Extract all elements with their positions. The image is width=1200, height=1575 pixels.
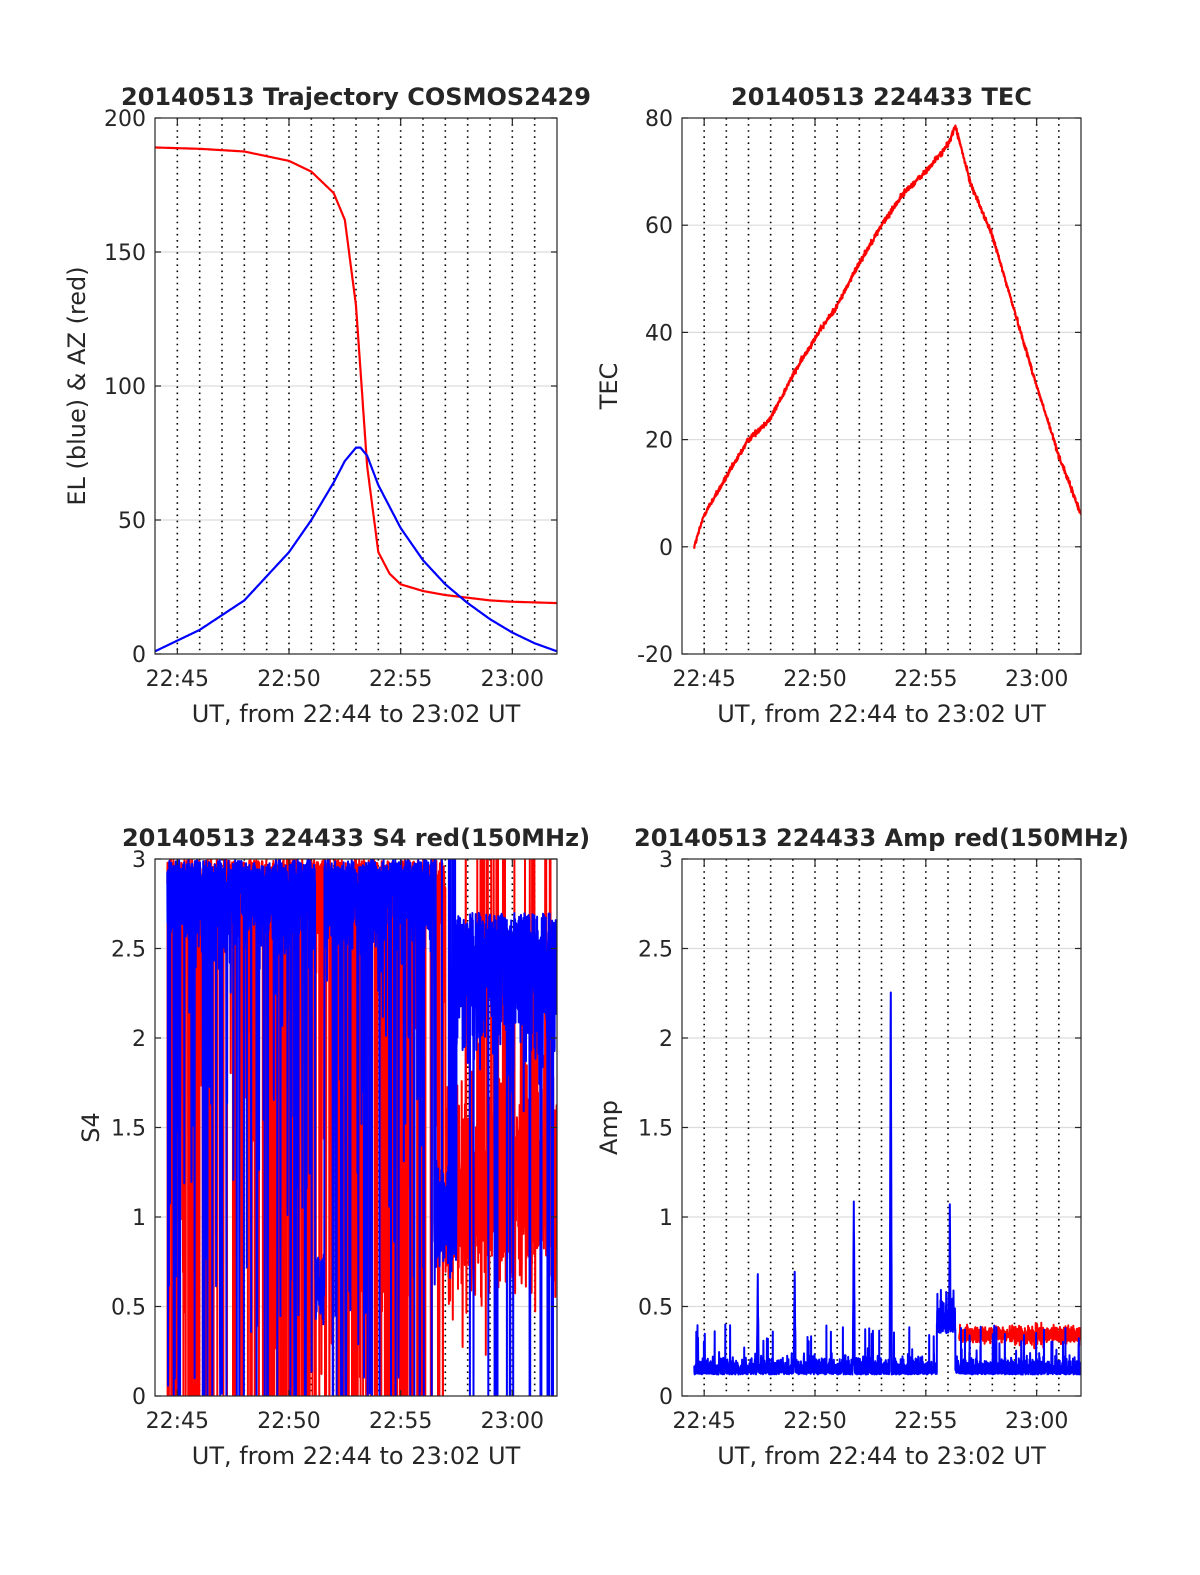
xtick-label: 22:45 [146,667,209,692]
ytick-label: 1 [659,1206,673,1231]
plot-area-traj [155,146,557,653]
ytick-label: 0.5 [638,1296,673,1321]
ytick-label: 2 [659,1027,673,1052]
ytick-label: 2.5 [638,938,673,963]
ytick-label: 80 [645,107,673,132]
series-line [693,124,1081,549]
y-axis-label: S4 [77,1112,105,1143]
ytick-label: 0.5 [111,1296,146,1321]
xtick-label: 22:50 [257,1409,320,1434]
xtick-label: 23:00 [1005,1409,1068,1434]
xtick-label: 23:00 [481,1409,544,1434]
series-line [693,991,1081,1376]
ytick-label: 2 [132,1027,146,1052]
xtick-label: 22:50 [783,1409,846,1434]
ytick-label: 150 [104,241,146,266]
chart-amp: 0 0.5 1 1.5 2 2.5 3 22:45 22:50 22:55 23:00 2014051… [595,824,1129,1470]
series-line [155,446,557,653]
ytick-label: 1.5 [111,1117,146,1142]
xtick-label: 22:55 [894,667,957,692]
xtick-label: 23:00 [481,667,544,692]
ytick-label: 2.5 [111,938,146,963]
chart-title: 20140513 224433 TEC [731,83,1032,111]
chart-s4: 0 0.5 1 1.5 2 2.5 3 22:45 22:50 22:55 23:00 2014051… [77,824,590,1470]
y-axis-label: EL (blue) & AZ (red) [63,266,91,505]
xtick-label: 22:45 [146,1409,209,1434]
axes-frame [681,117,1082,655]
ytick-label: 0 [659,536,673,561]
ytick-label: 40 [645,321,673,346]
chart-traj: 0 50 100 150 200 22:45 22:50 22:55 23:00 20140513… [63,83,591,728]
plot-area-s4 [166,859,557,1396]
x-axis-label: UT, from 22:44 to 23:02 UT [192,700,521,728]
ytick-label: 50 [118,509,146,534]
x-axis-label: UT, from 22:44 to 23:02 UT [717,700,1046,728]
xtick-label: 23:00 [1005,667,1068,692]
xtick-label: 22:55 [369,1409,432,1434]
xtick-label: 22:50 [783,667,846,692]
plot-area-amp [693,991,1081,1376]
xtick-label: 22:55 [894,1409,957,1434]
chart-tec: -20 0 20 40 60 80 22:45 22:50 22:55 23:00 20140513… [595,83,1082,728]
ytick-label: 100 [104,375,146,400]
xtick-label: 22:45 [672,1409,735,1434]
ytick-label: -20 [637,643,673,668]
ytick-label: 1 [132,1206,146,1231]
ytick-label: 3 [132,848,146,873]
ytick-label: 0 [132,643,146,668]
ytick-label: 20 [645,429,673,454]
series-line [958,1321,1081,1350]
chart-title: 20140513 Trajectory COSMOS2429 [121,83,591,111]
xtick-label: 22:50 [257,667,320,692]
ytick-label: 1.5 [638,1117,673,1142]
y-axis-label: Amp [595,1100,623,1155]
plot-area-tec [693,124,1081,549]
ytick-label: 3 [659,848,673,873]
xtick-label: 22:45 [672,667,735,692]
ytick-label: 200 [104,107,146,132]
series-line [155,146,557,605]
chart-title: 20140513 224433 Amp red(150MHz) [634,824,1129,852]
chart-title: 20140513 224433 S4 red(150MHz) [122,824,590,852]
y-axis-label: TEC [595,363,623,411]
x-axis-label: UT, from 22:44 to 23:02 UT [192,1442,521,1470]
xtick-label: 22:55 [369,667,432,692]
ytick-label: 0 [132,1385,146,1410]
x-axis-label: UT, from 22:44 to 23:02 UT [717,1442,1046,1470]
ytick-label: 0 [659,1385,673,1410]
ytick-label: 60 [645,214,673,239]
series-line [166,859,557,1396]
